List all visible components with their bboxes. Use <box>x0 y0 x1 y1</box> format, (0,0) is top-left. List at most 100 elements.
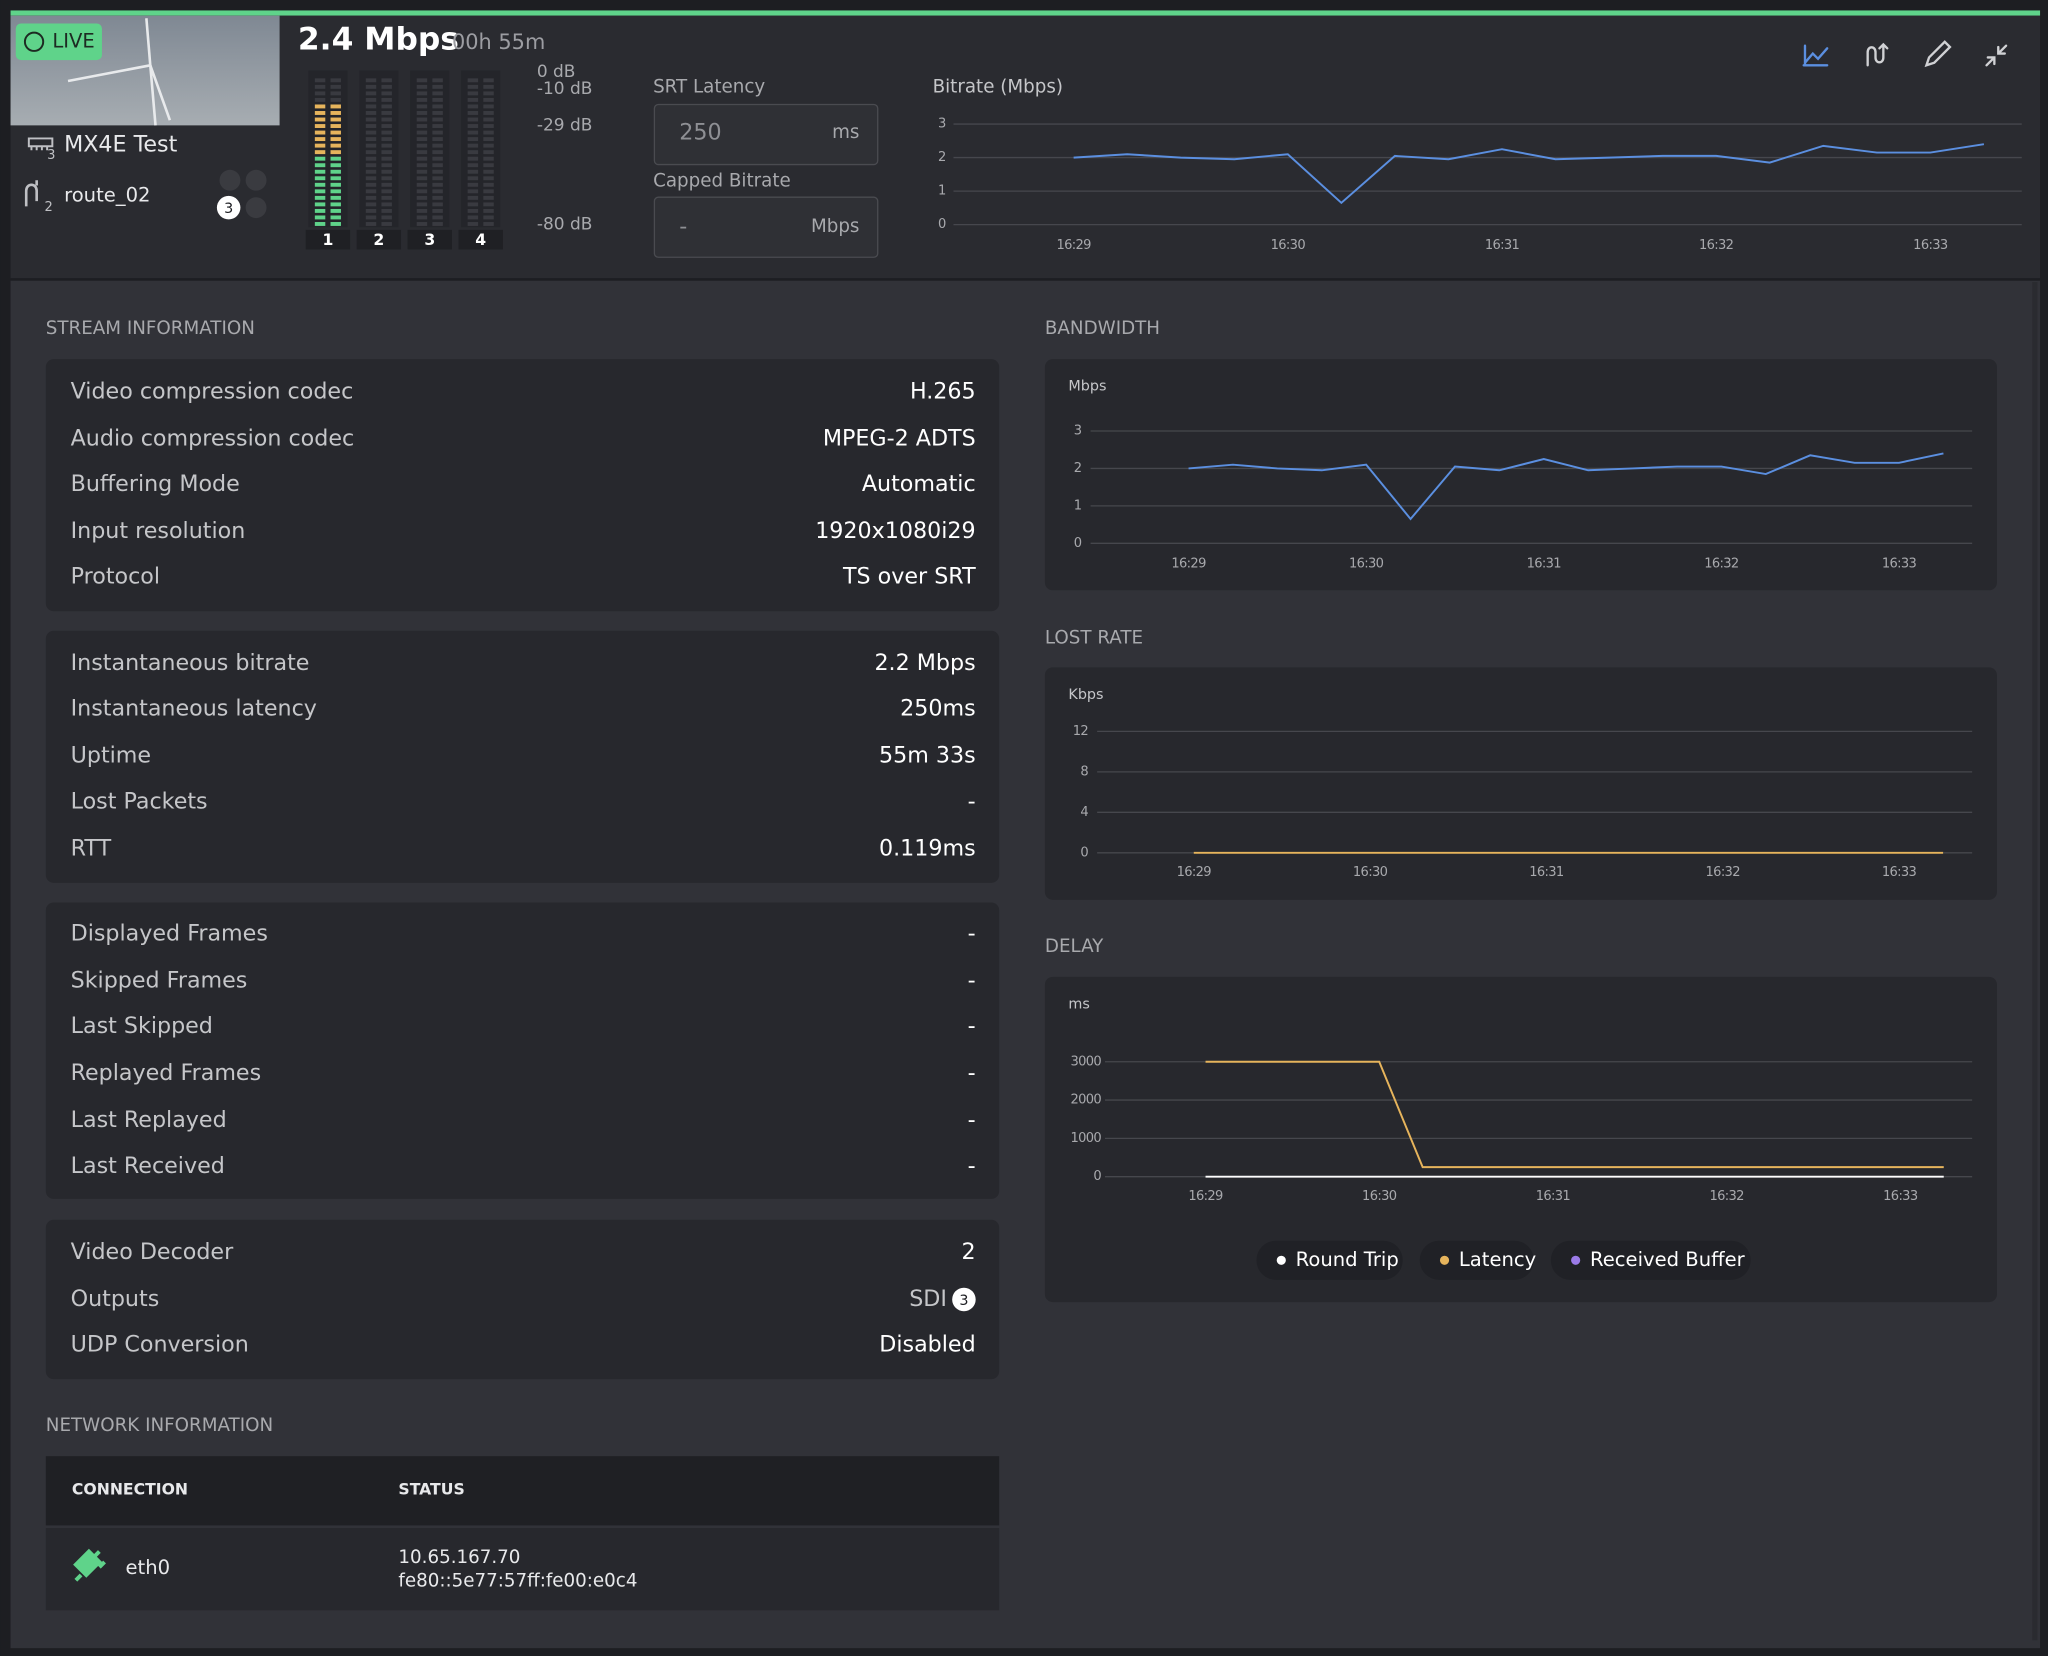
meter-segment <box>468 124 478 128</box>
section-title: NETWORK INFORMATION <box>46 1415 273 1436</box>
meter-segment <box>468 104 478 108</box>
meter-segment <box>315 124 325 128</box>
duration: 00h 55m <box>452 30 545 54</box>
meter-segment <box>417 176 427 180</box>
info-label: Lost Packets <box>71 788 208 814</box>
meter-segment <box>381 196 391 200</box>
meter-segment <box>483 118 493 122</box>
meter-segment <box>417 78 427 82</box>
meter-segment <box>331 91 341 95</box>
meter-segment <box>417 111 427 115</box>
input-unit: ms <box>832 122 859 143</box>
info-value: H.265 <box>910 378 976 404</box>
meter-label: 3 <box>424 230 435 249</box>
connection-status: 10.65.167.70 <box>398 1547 520 1568</box>
meter-segment <box>366 124 376 128</box>
x-tick-label: 16:32 <box>1699 238 1733 253</box>
meter-segment <box>432 222 442 226</box>
meter-segment <box>468 111 478 115</box>
meter-segment <box>432 91 442 95</box>
info-label: Skipped Frames <box>71 967 248 993</box>
meter-segment <box>366 157 376 161</box>
meter-segment <box>366 104 376 108</box>
route-slot <box>246 170 267 191</box>
info-label: Displayed Frames <box>71 920 268 946</box>
meter-segment <box>432 137 442 141</box>
meter-segment <box>315 222 325 226</box>
meter-segment <box>468 91 478 95</box>
meter-scale-label: -29 dB <box>537 115 593 135</box>
meter-segment <box>381 85 391 89</box>
y-tick-label: 1 <box>1074 498 1082 513</box>
x-tick-label: 16:32 <box>1709 1189 1743 1204</box>
legend-dot <box>1277 1256 1286 1265</box>
y-tick-label: 0 <box>938 217 946 232</box>
info-value: 1920x1080i29 <box>815 518 975 544</box>
meter-segment <box>381 170 391 174</box>
info-value: MPEG-2 ADTS <box>823 425 976 451</box>
meter-segment <box>331 215 341 219</box>
meter-segment <box>468 85 478 89</box>
meter-segment <box>483 131 493 135</box>
column-header: CONNECTION <box>72 1480 188 1499</box>
meter-segment <box>366 170 376 174</box>
meter-segment <box>366 163 376 167</box>
meter-segment <box>483 124 493 128</box>
legend-label: Latency <box>1459 1248 1536 1271</box>
y-tick-label: 3000 <box>1070 1054 1101 1069</box>
section-title: DELAY <box>1045 936 1104 957</box>
meter-segment <box>381 78 391 82</box>
live-text: LIVE <box>52 29 94 52</box>
x-tick-label: 16:29 <box>1177 865 1212 880</box>
route-slot <box>220 170 241 191</box>
y-axis-label: Kbps <box>1068 687 1103 703</box>
x-tick-label: 16:30 <box>1349 557 1384 572</box>
meter-segment <box>381 215 391 219</box>
bitrate: 2.4 Mbps <box>298 21 459 57</box>
scrollbar[interactable] <box>2032 282 2037 1640</box>
chart-title: Bitrate (Mbps) <box>933 77 1063 98</box>
info-value: - <box>968 788 976 814</box>
input-value: 250 <box>679 120 721 146</box>
meter-segment <box>366 209 376 213</box>
meter-segment <box>483 144 493 148</box>
y-tick-label: 12 <box>1073 724 1088 739</box>
meter-segment <box>468 144 478 148</box>
y-tick-label: 0 <box>1074 536 1082 551</box>
meter-segment <box>315 202 325 206</box>
meter-segment <box>483 111 493 115</box>
meter-segment <box>331 202 341 206</box>
meter-segment <box>483 222 493 226</box>
meter-segment <box>432 104 442 108</box>
meter-segment <box>468 183 478 187</box>
y-tick-label: 0 <box>1093 1169 1101 1184</box>
meter-segment <box>331 104 341 108</box>
meter-track <box>308 71 347 228</box>
meter-segment <box>432 202 442 206</box>
legend-dot <box>1571 1256 1580 1265</box>
meter-segment <box>381 98 391 102</box>
y-tick-label: 2000 <box>1070 1093 1101 1108</box>
meter-segment <box>331 189 341 193</box>
info-label: Input resolution <box>71 518 246 544</box>
route-slot <box>246 197 267 218</box>
meter-segment <box>417 209 427 213</box>
meter-segment <box>432 111 442 115</box>
meter-segment <box>366 131 376 135</box>
x-tick-label: 16:32 <box>1706 865 1740 880</box>
info-value: - <box>968 1060 976 1086</box>
meter-track <box>461 71 500 228</box>
meter-segment <box>315 209 325 213</box>
meter-segment <box>468 196 478 200</box>
meter-segment <box>432 98 442 102</box>
meter-label: 2 <box>373 230 384 249</box>
meter-segment <box>315 144 325 148</box>
meter-segment <box>381 131 391 135</box>
meter-label: 1 <box>322 230 333 249</box>
x-tick-label: 16:29 <box>1171 557 1206 572</box>
meter-segment <box>483 209 493 213</box>
meter-segment <box>366 215 376 219</box>
meter-segment <box>331 183 341 187</box>
meter-segment <box>417 85 427 89</box>
meter-segment <box>315 189 325 193</box>
